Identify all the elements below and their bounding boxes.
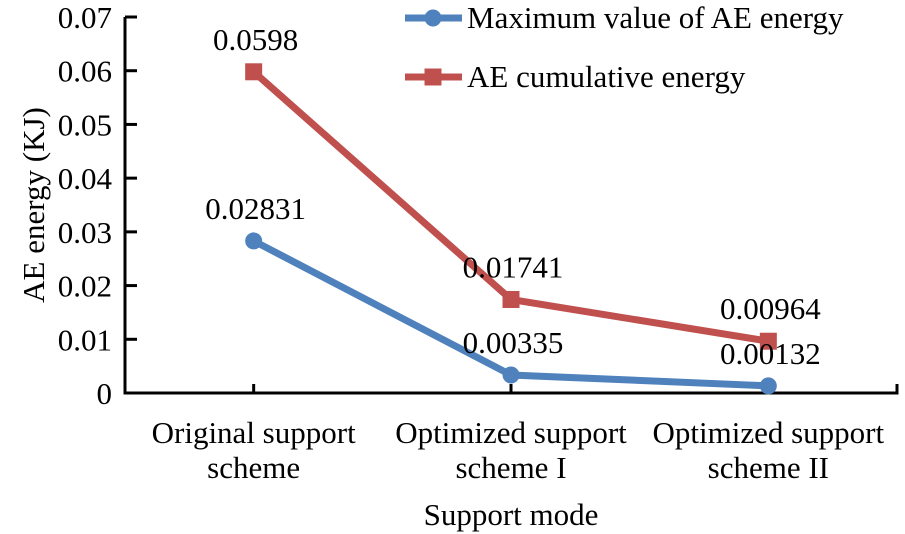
data-point-marker <box>502 366 520 384</box>
data-label: 0.02831 <box>205 191 306 226</box>
data-label: 0.00964 <box>720 291 821 326</box>
data-point-marker <box>502 290 520 308</box>
data-label: 0.00335 <box>463 325 564 360</box>
y-tick-label: 0.05 <box>58 107 112 142</box>
x-axis-title: Support mode <box>424 497 599 532</box>
y-tick-label: 0.02 <box>58 269 112 304</box>
y-tick-label: 0 <box>97 376 113 411</box>
circle-marker-icon <box>424 9 442 27</box>
category-label: Optimized support scheme II <box>653 415 885 485</box>
y-axis-title: AE energy (KJ) <box>16 107 51 303</box>
category-label: Optimized support scheme I <box>395 415 627 485</box>
legend-label-max-ae-energy: Maximum value of AE energy <box>467 0 844 35</box>
legend-entry-max-ae-energy: Maximum value of AE energy <box>405 0 844 35</box>
data-point-marker <box>245 232 263 250</box>
data-point-marker <box>245 63 263 81</box>
category-label: Original support scheme <box>152 415 356 485</box>
data-label: 0.01741 <box>463 249 564 284</box>
legend: Maximum value of AE energy AE cumulative… <box>405 0 844 94</box>
data-label: 0.0598 <box>213 22 298 57</box>
y-tick-label: 0.03 <box>58 215 112 250</box>
square-marker-icon <box>424 68 442 86</box>
legend-entry-ae-cumulative-energy: AE cumulative energy <box>405 59 746 94</box>
data-point-marker <box>759 332 777 350</box>
series-layer <box>245 63 777 395</box>
data-label: 0.00132 <box>720 336 821 371</box>
legend-label-ae-cumulative-energy: AE cumulative energy <box>467 59 746 94</box>
y-tick-label: 0.06 <box>58 54 112 89</box>
data-point-marker <box>759 377 777 395</box>
labels-layer: 0 0.01 0.02 0.03 0.04 0.05 0.06 0.07 Original su… <box>58 0 885 485</box>
y-tick-label: 0.01 <box>58 322 112 357</box>
y-tick-label: 0.04 <box>58 161 113 196</box>
y-tick-label: 0.07 <box>58 0 112 35</box>
